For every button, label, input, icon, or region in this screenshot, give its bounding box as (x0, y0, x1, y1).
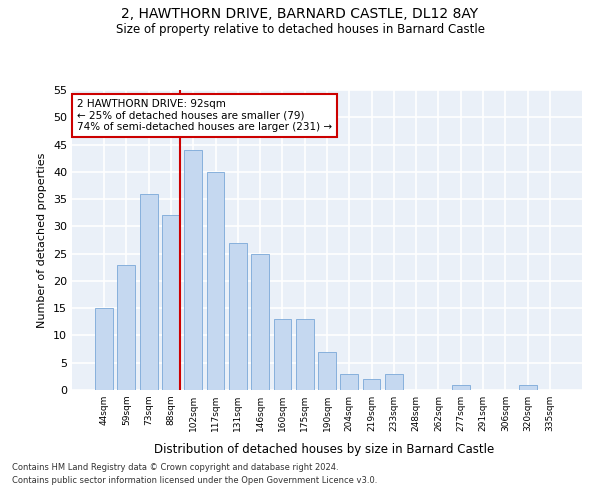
Bar (95, 308, 113, 390)
Bar (385, 374, 403, 390)
Text: 2, HAWTHORN DRIVE, BARNARD CASTLE, DL12 8AY: 2, HAWTHORN DRIVE, BARNARD CASTLE, DL12 … (121, 8, 479, 22)
Text: Contains HM Land Registry data © Crown copyright and database right 2024.: Contains HM Land Registry data © Crown c… (12, 464, 338, 472)
Bar (162, 216, 180, 390)
Bar (340, 374, 358, 390)
Bar (452, 384, 470, 390)
Bar (362, 379, 380, 390)
Bar (251, 254, 269, 390)
Text: Contains public sector information licensed under the Open Government Licence v3: Contains public sector information licen… (12, 476, 377, 485)
Text: 2 HAWTHORN DRIVE: 92sqm
← 25% of detached houses are smaller (79)
74% of semi-de: 2 HAWTHORN DRIVE: 92sqm ← 25% of detache… (77, 99, 332, 132)
Bar (296, 319, 314, 390)
Bar (118, 264, 136, 390)
Bar (140, 194, 158, 390)
Bar (229, 242, 247, 390)
Bar (206, 172, 224, 390)
Bar (318, 352, 336, 390)
Bar (518, 384, 536, 390)
Text: Size of property relative to detached houses in Barnard Castle: Size of property relative to detached ho… (115, 22, 485, 36)
Bar (274, 319, 292, 390)
Bar (184, 150, 202, 390)
Y-axis label: Number of detached properties: Number of detached properties (37, 152, 47, 328)
Text: Distribution of detached houses by size in Barnard Castle: Distribution of detached houses by size … (154, 442, 494, 456)
